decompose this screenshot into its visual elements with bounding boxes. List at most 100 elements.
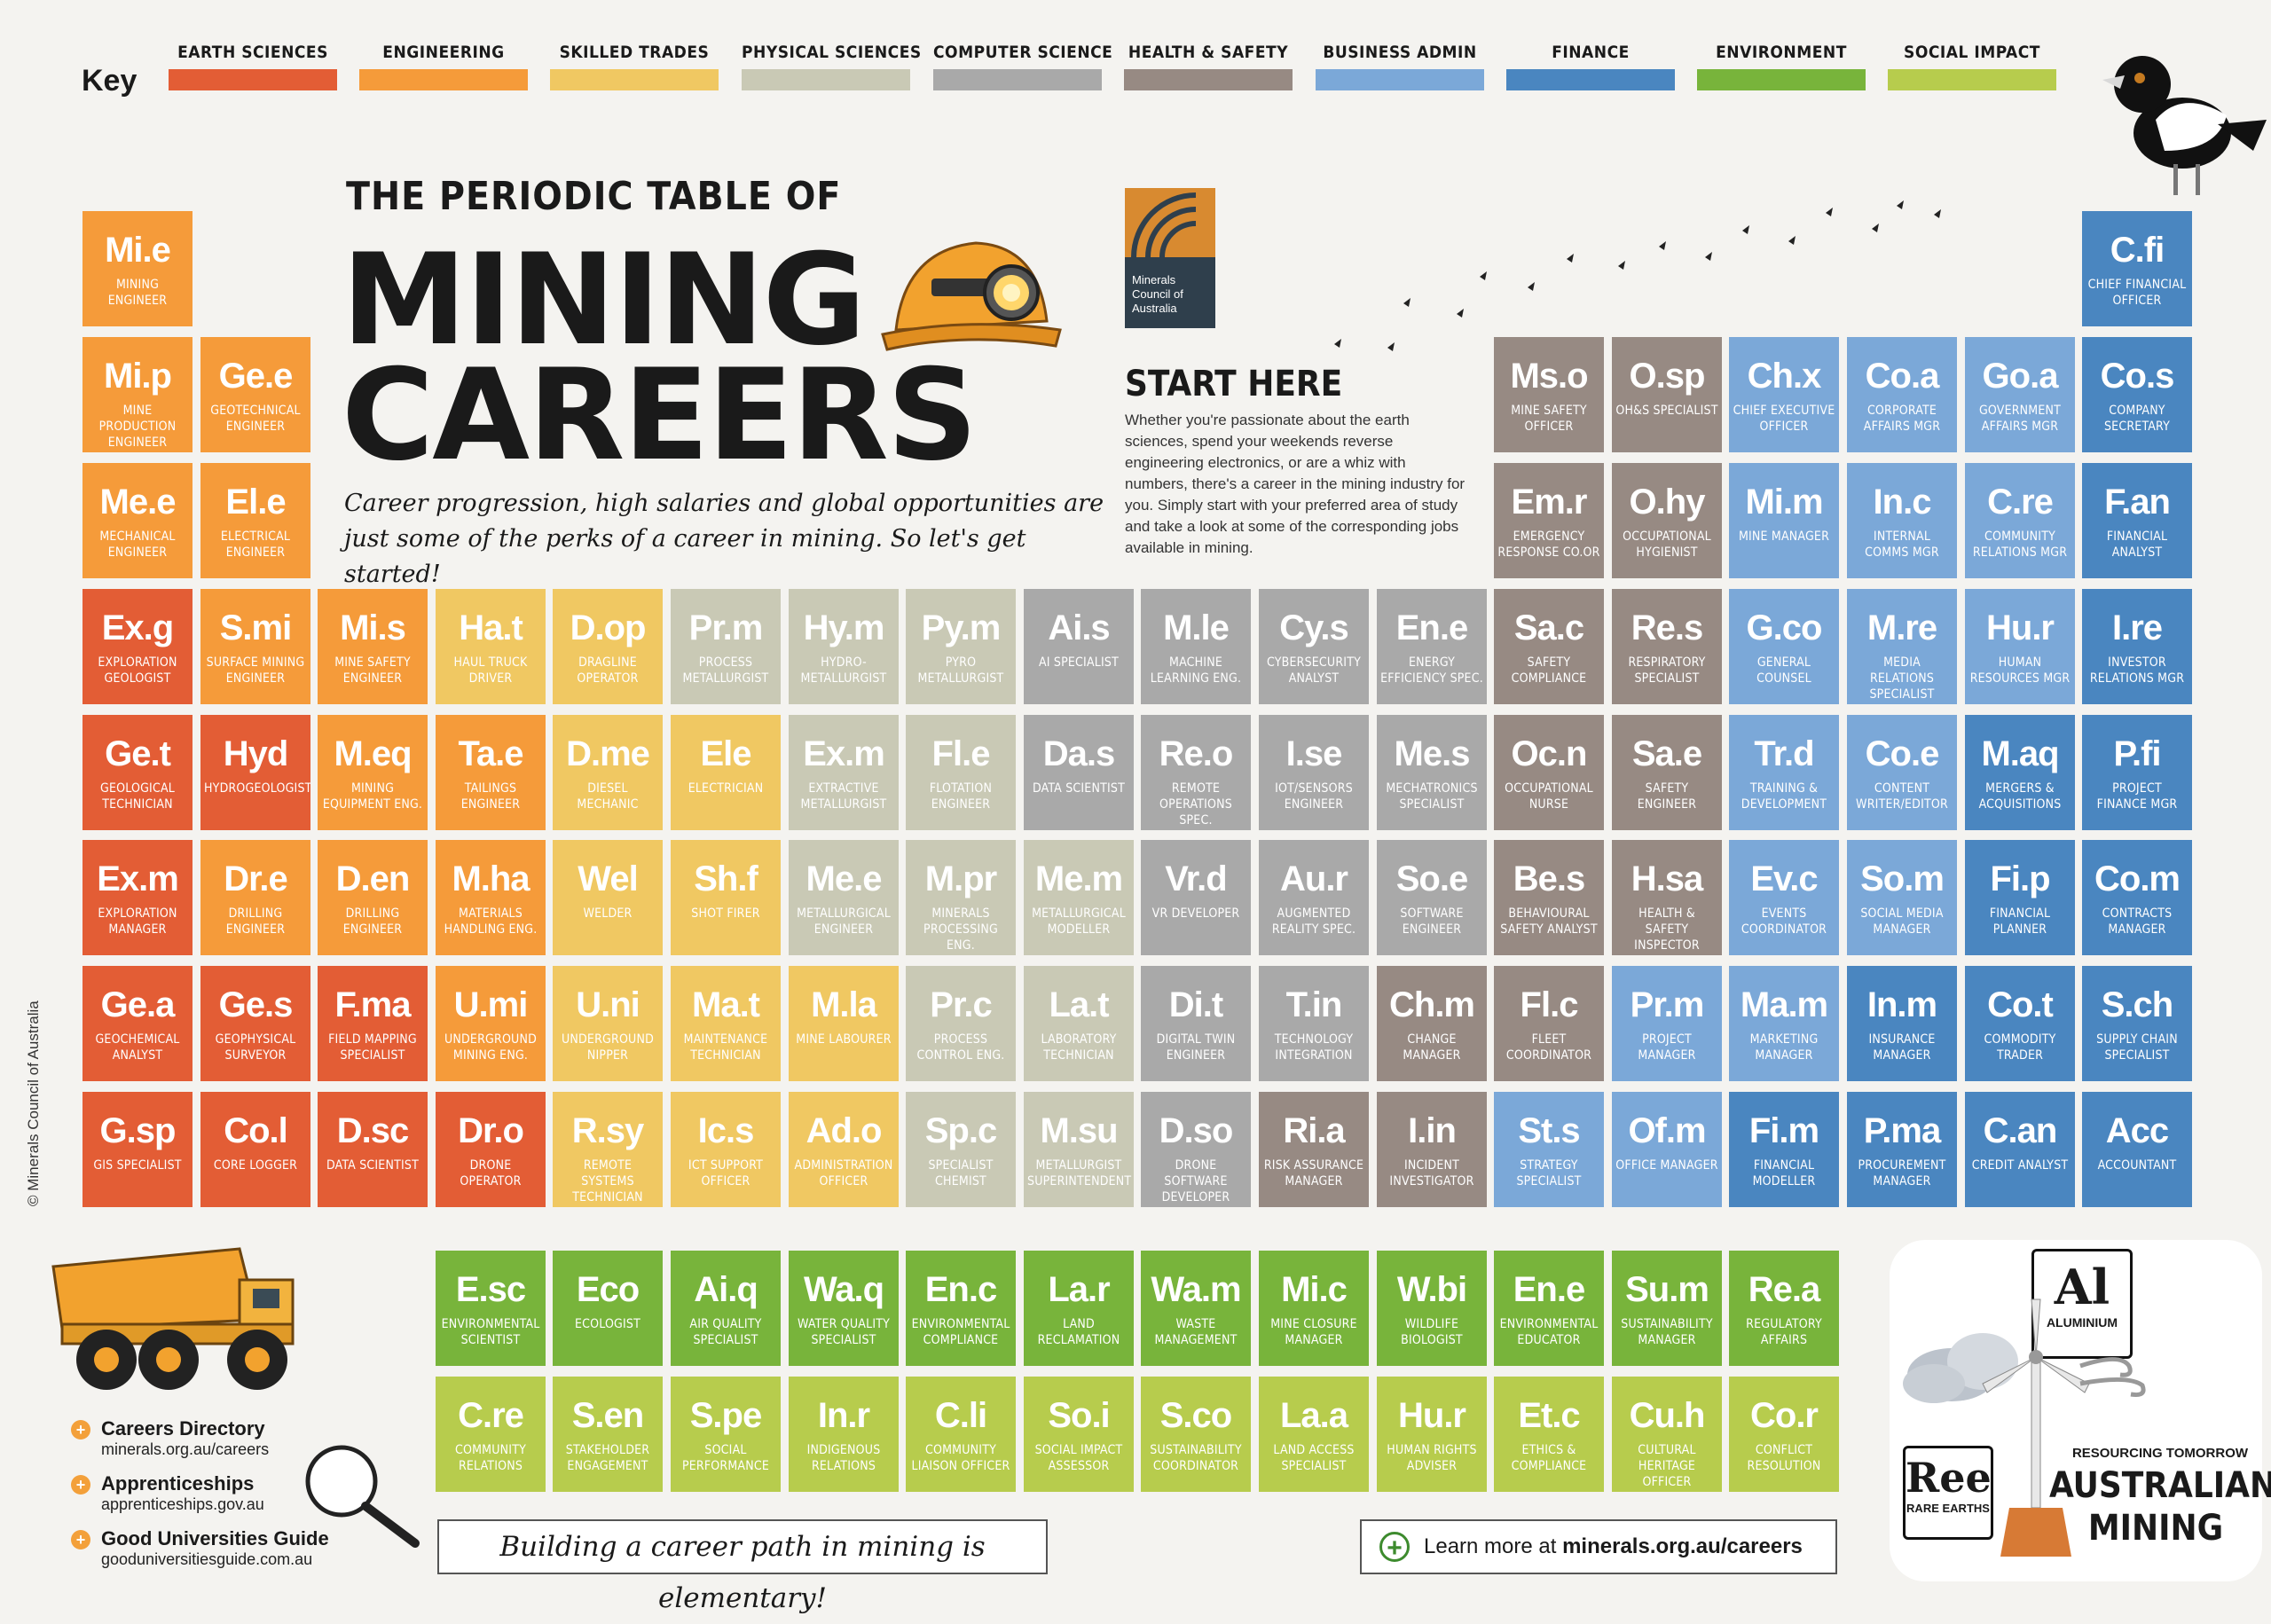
element-symbol: W.bi: [1396, 1270, 1467, 1309]
element-career-name: DRILLING ENGINEER: [342, 906, 403, 937]
career-element: Be.s BEHAVIOURAL SAFETY ANALYST: [1494, 840, 1604, 955]
element-symbol: La.r: [1048, 1270, 1110, 1309]
magnifier-icon: [305, 1445, 420, 1548]
element-career-name: ELECTRICIAN: [688, 781, 764, 796]
key-item-swatch: [742, 69, 910, 90]
career-element: Sp.c SPECIALIST CHEMIST: [906, 1092, 1016, 1207]
career-element: M.re MEDIA RELATIONS SPECIALIST: [1847, 589, 1957, 704]
element-career-name: REMOTE OPERATIONS SPEC.: [1159, 781, 1232, 828]
key-item-label: EARTH SCIENCES: [177, 43, 328, 62]
learn-more-link[interactable]: + Learn more at minerals.org.au/careers: [1360, 1519, 1837, 1574]
element-career-name: PROCESS METALLURGIST: [682, 655, 769, 686]
career-element: Pr.m PROCESS METALLURGIST: [671, 589, 781, 704]
element-symbol: C.an: [1983, 1111, 2058, 1150]
element-symbol: Cy.s: [1279, 608, 1349, 647]
element-career-name: COMMUNITY LIAISON OFFICER: [911, 1443, 1010, 1473]
career-element: En.e ENERGY EFFICIENCY SPEC.: [1377, 589, 1487, 704]
element-career-name: MERGERS & ACQUISITIONS: [1978, 781, 2062, 812]
key-item: BUSINESS ADMIN: [1316, 41, 1484, 90]
element-symbol: Ta.e: [458, 734, 523, 773]
resource-link-url[interactable]: minerals.org.au/careers: [101, 1440, 270, 1458]
element-career-name: PROCUREMENT MANAGER: [1858, 1158, 1946, 1189]
career-element: Co.e CONTENT WRITER/EDITOR: [1847, 715, 1957, 830]
career-element: F.an FINANCIAL ANALYST: [2082, 463, 2192, 578]
resource-link-title[interactable]: Apprenticeships: [101, 1472, 255, 1495]
element-symbol: Ic.s: [697, 1111, 755, 1150]
career-element: H.sa HEALTH & SAFETY INSPECTOR: [1612, 840, 1722, 955]
career-element: Go.a GOVERNMENT AFFAIRS MGR: [1965, 337, 2075, 452]
element-symbol: I.in: [1408, 1111, 1457, 1150]
element-career-name: SAFETY COMPLIANCE: [1511, 655, 1587, 686]
element-career-name: SURFACE MINING ENGINEER: [206, 655, 305, 686]
career-element: Ge.s GEOPHYSICAL SURVEYOR: [200, 966, 310, 1081]
career-element: En.c ENVIRONMENTAL COMPLIANCE: [906, 1251, 1016, 1366]
element-career-name: INTERNAL COMMS MGR: [1865, 530, 1939, 560]
element-career-name: SUPPLY CHAIN SPECIALIST: [2096, 1032, 2178, 1063]
title-small: THE PERIODIC TABLE OF: [346, 174, 842, 219]
key-item-label: ENVIRONMENT: [1716, 43, 1847, 62]
element-symbol: In.c: [1873, 482, 1932, 522]
element-symbol: D.me: [566, 734, 650, 773]
element-symbol: S.en: [571, 1396, 644, 1435]
career-element: Tr.d TRAINING & DEVELOPMENT: [1729, 715, 1839, 830]
element-symbol: Sa.c: [1513, 608, 1584, 647]
element-career-name: SUSTAINABILITY COORDINATOR: [1150, 1443, 1242, 1473]
key-item-swatch: [933, 69, 1102, 90]
element-symbol: I.se: [1285, 734, 1343, 773]
element-career-name: MEDIA RELATIONS SPECIALIST: [1869, 655, 1935, 702]
element-career-name: DRILLING ENGINEER: [225, 906, 286, 937]
element-symbol: Pr.c: [930, 985, 992, 1024]
career-element: M.aq MERGERS & ACQUISITIONS: [1965, 715, 2075, 830]
key-item-label: SKILLED TRADES: [559, 43, 710, 62]
plus-icon: +: [1379, 1532, 1410, 1563]
career-element: S.pe SOCIAL PERFORMANCE: [671, 1377, 781, 1492]
element-career-name: MINE LABOURER: [796, 1032, 892, 1047]
resource-link-title[interactable]: Careers Directory: [101, 1417, 265, 1440]
resource-link-url[interactable]: gooduniversitiesguide.com.au: [101, 1550, 313, 1568]
element-symbol: M.ha: [452, 859, 530, 898]
learn-url[interactable]: minerals.org.au/careers: [1562, 1534, 1803, 1558]
career-element: Ge.t GEOLOGICAL TECHNICIAN: [83, 715, 193, 830]
key-item-swatch: [1697, 69, 1866, 90]
element-symbol: M.aq: [1981, 734, 2059, 773]
resource-link[interactable]: + Careers Directory minerals.org.au/career…: [71, 1417, 269, 1459]
ree-symbol: Ree: [1906, 1454, 1992, 1502]
career-element: Ai.s AI SPECIALIST: [1024, 589, 1134, 704]
element-career-name: AI SPECIALIST: [1038, 655, 1119, 670]
key-item: COMPUTER SCIENCE: [933, 41, 1112, 90]
element-career-name: ENVIRONMENTAL SCIENTIST: [441, 1317, 540, 1347]
element-symbol: S.pe: [689, 1396, 762, 1435]
element-symbol: Acc: [2105, 1111, 2169, 1150]
element-career-name: EXPLORATION GEOLOGIST: [98, 655, 177, 686]
resource-link[interactable]: + Apprenticeships apprenticeships.gov.au: [71, 1472, 264, 1514]
element-symbol: Dr.o: [458, 1111, 524, 1150]
element-symbol: Hu.r: [1398, 1396, 1466, 1435]
career-element: E.sc ENVIRONMENTAL SCIENTIST: [436, 1251, 546, 1366]
australian-text: AUSTRALIAN: [2049, 1465, 2271, 1506]
resource-link-url[interactable]: apprenticeships.gov.au: [101, 1495, 264, 1513]
career-element: Acc ACCOUNTANT: [2082, 1092, 2192, 1207]
element-symbol: Mi.m: [1745, 482, 1823, 522]
element-career-name: INCIDENT INVESTIGATOR: [1389, 1158, 1474, 1189]
element-career-name: WILDLIFE BIOLOGIST: [1401, 1317, 1463, 1347]
career-element: M.la MINE LABOURER: [789, 966, 899, 1081]
career-element: M.pr MINERALS PROCESSING ENG.: [906, 840, 1016, 955]
resource-link-title[interactable]: Good Universities Guide: [101, 1527, 329, 1549]
element-symbol: Su.m: [1625, 1270, 1709, 1309]
career-element: Hu.r HUMAN RESOURCES MGR: [1965, 589, 2075, 704]
career-element: Me.e METALLURGICAL ENGINEER: [789, 840, 899, 955]
element-career-name: RISK ASSURANCE MANAGER: [1263, 1158, 1364, 1189]
element-symbol: Dr.e: [224, 859, 288, 898]
career-element: Me.e MECHANICAL ENGINEER: [83, 463, 193, 578]
career-element: Au.r AUGMENTED REALITY SPEC.: [1259, 840, 1369, 955]
resource-link[interactable]: + Good Universities Guide gooduniversities…: [71, 1527, 329, 1569]
career-element: Re.s RESPIRATORY SPECIALIST: [1612, 589, 1722, 704]
element-career-name: MINING EQUIPMENT ENG.: [322, 781, 423, 812]
career-element: Pr.m PROJECT MANAGER: [1612, 966, 1722, 1081]
career-element: La.t LABORATORY TECHNICIAN: [1024, 966, 1134, 1081]
element-symbol: C.li: [934, 1396, 987, 1435]
key-item-swatch: [1124, 69, 1293, 90]
key-item-swatch: [1888, 69, 2056, 90]
career-element: S.co SUSTAINABILITY COORDINATOR: [1141, 1377, 1251, 1492]
start-here-title: START HERE: [1125, 364, 1343, 404]
